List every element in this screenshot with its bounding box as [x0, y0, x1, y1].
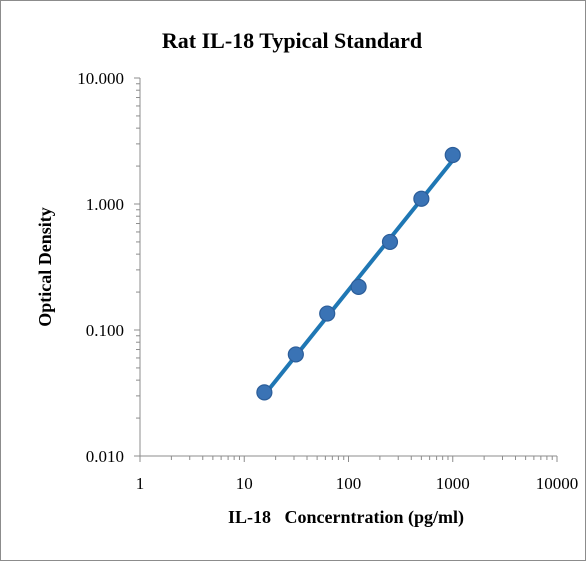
y-tick-label: 0.100: [86, 321, 124, 340]
x-tick-label: 10000: [536, 474, 579, 493]
y-tick-label: 1.000: [86, 195, 124, 214]
data-point: [350, 278, 367, 295]
data-point: [287, 346, 304, 363]
y-tick-label: 10.000: [77, 69, 124, 88]
y-tick-labels: 0.010 0.100 1.000 10.000: [77, 69, 124, 466]
chart-title: Rat IL-18 Typical Standard: [162, 28, 422, 53]
y-axis-label: Optical Density: [35, 207, 55, 327]
axes: [134, 77, 558, 462]
data-point: [413, 190, 430, 207]
x-tick-label: 1000: [436, 474, 470, 493]
data-point: [444, 146, 461, 164]
data-point: [256, 384, 273, 401]
x-tick-label: 100: [336, 474, 362, 493]
data-point: [319, 305, 336, 322]
x-tick-labels: 1 10 100 1000 10000: [136, 474, 579, 493]
x-tick-label: 10: [236, 474, 253, 493]
x-tick-label: 1: [136, 474, 145, 493]
y-tick-label: 0.010: [86, 447, 124, 466]
data-point: [381, 233, 399, 251]
x-axis-label: IL-18 Concerntration (pg/ml): [228, 507, 464, 528]
series: [256, 146, 461, 401]
